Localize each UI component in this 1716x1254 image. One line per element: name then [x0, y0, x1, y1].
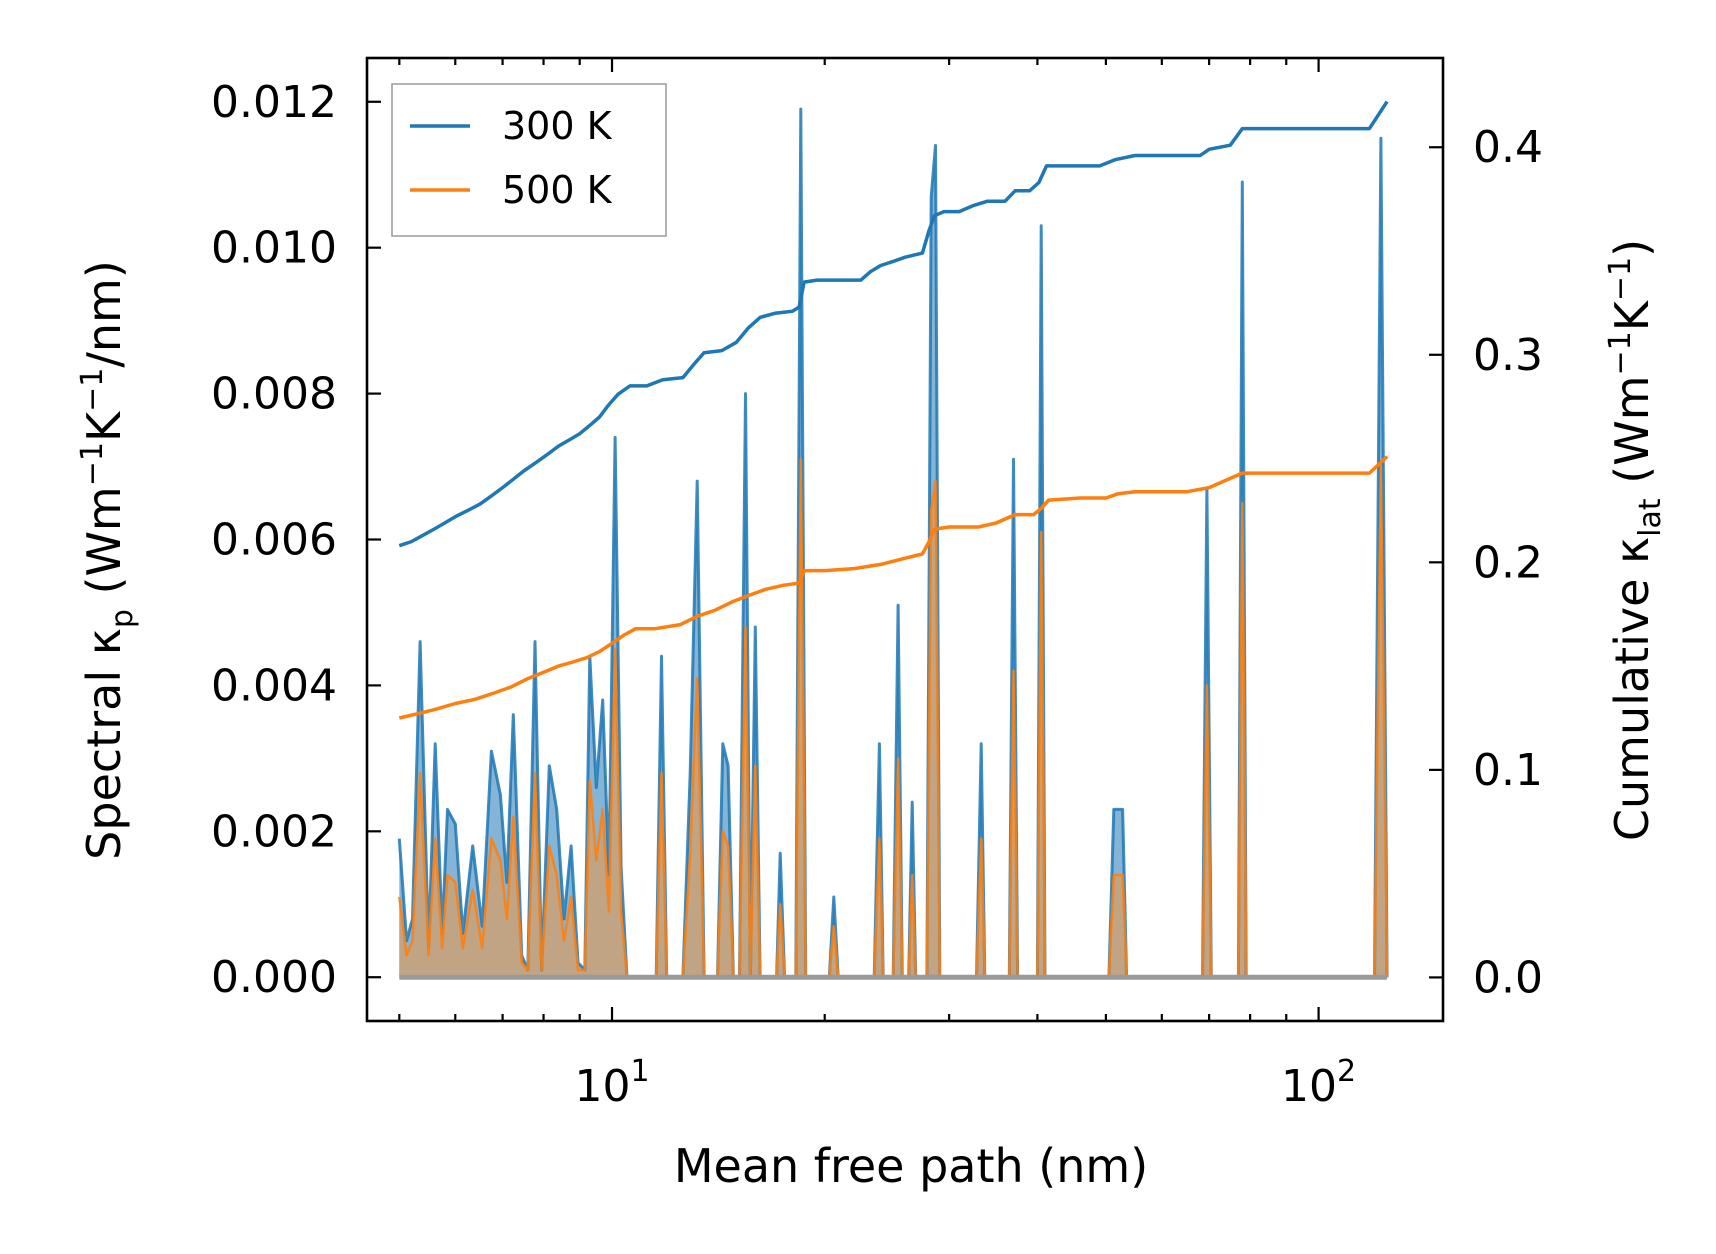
spectral-fill-layer [399, 109, 1388, 978]
left-y-tick-label: 0.012 [211, 77, 337, 128]
right-y-axis-label: Cumulative κlat (Wm−1K−1) [1603, 239, 1668, 841]
left-y-tick-label: 0.004 [211, 660, 337, 711]
spectral-fill-500k [399, 459, 1388, 978]
right-y-tick-label: 0.4 [1473, 122, 1543, 173]
legend-box [391, 83, 667, 237]
x-tick-labels: 101 102 [574, 1054, 1356, 1112]
tick-marks [367, 58, 1443, 1021]
series-line-layer [397, 100, 1389, 980]
left-y-tick-label: 0.008 [211, 369, 337, 420]
right-y-tick-label: 0.3 [1473, 330, 1543, 381]
legend-label-300k: 300 K [502, 104, 613, 148]
legend: 300 K 500 K [391, 83, 667, 237]
right-y-tick-label: 0.0 [1473, 952, 1543, 1003]
x-tick-label: 101 [574, 1054, 649, 1112]
left-y-tick-label: 0.006 [211, 515, 337, 566]
left-y-axis-label: Spectral κp (Wm−1K−1/nm) [75, 260, 140, 860]
cumulative-line-300k [398, 100, 1389, 548]
plot-area [365, 56, 1445, 1023]
cumulative-line-500k [398, 455, 1389, 720]
left-y-tick-labels: 0.000 0.002 0.004 0.006 0.008 0.010 0.012 [211, 77, 337, 1003]
right-y-tick-label: 0.1 [1473, 745, 1543, 796]
right-y-tick-labels: 0.0 0.1 0.2 0.3 0.4 [1473, 122, 1543, 1003]
x-axis-label: Mean free path (nm) [674, 1139, 1148, 1193]
right-y-tick-label: 0.2 [1473, 537, 1543, 588]
x-tick-label: 102 [1281, 1054, 1356, 1112]
left-y-tick-label: 0.000 [211, 952, 337, 1003]
legend-label-500k: 500 K [502, 168, 613, 212]
left-y-tick-label: 0.010 [211, 223, 337, 274]
left-y-tick-label: 0.002 [211, 806, 337, 857]
